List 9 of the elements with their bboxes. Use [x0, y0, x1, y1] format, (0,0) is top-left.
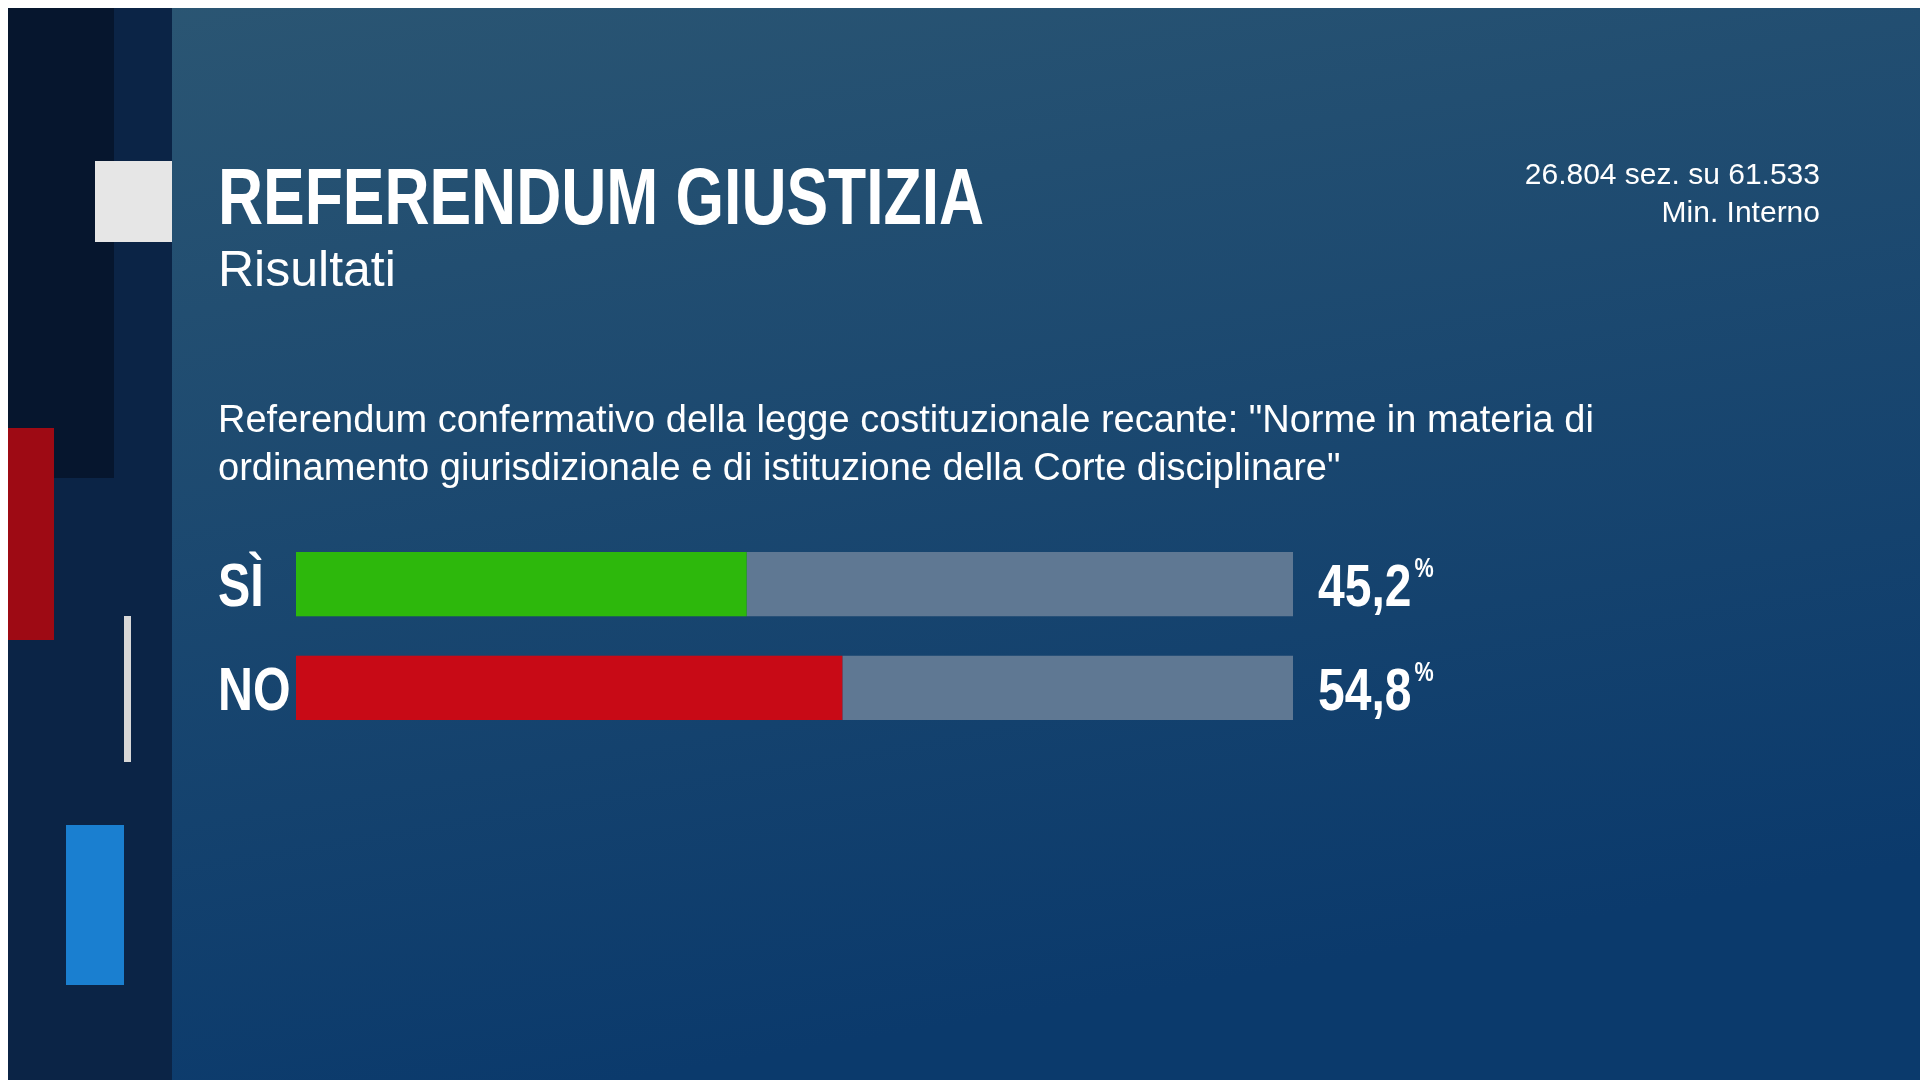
chart-title: REFERENDUM GIUSTIZIA	[218, 151, 985, 241]
y-tick-label: SÌ	[218, 550, 264, 620]
y-tick-label: NO	[218, 654, 291, 724]
data-label: 45,2$^{%}$	[1318, 552, 1435, 620]
text: Min. Interno	[1661, 195, 1820, 228]
text: Referendum confermativo della legge costituzionale recante: "Norme in materia di ordinamento giurisdizionale e di istituzione della Corte disciplinare"	[218, 398, 1594, 488]
text: 26.804 sez. su 61.533	[1524, 157, 1820, 190]
data-label: 54,8$^{%}$	[1318, 655, 1435, 724]
chart-subtitle: Risultati	[218, 241, 396, 297]
